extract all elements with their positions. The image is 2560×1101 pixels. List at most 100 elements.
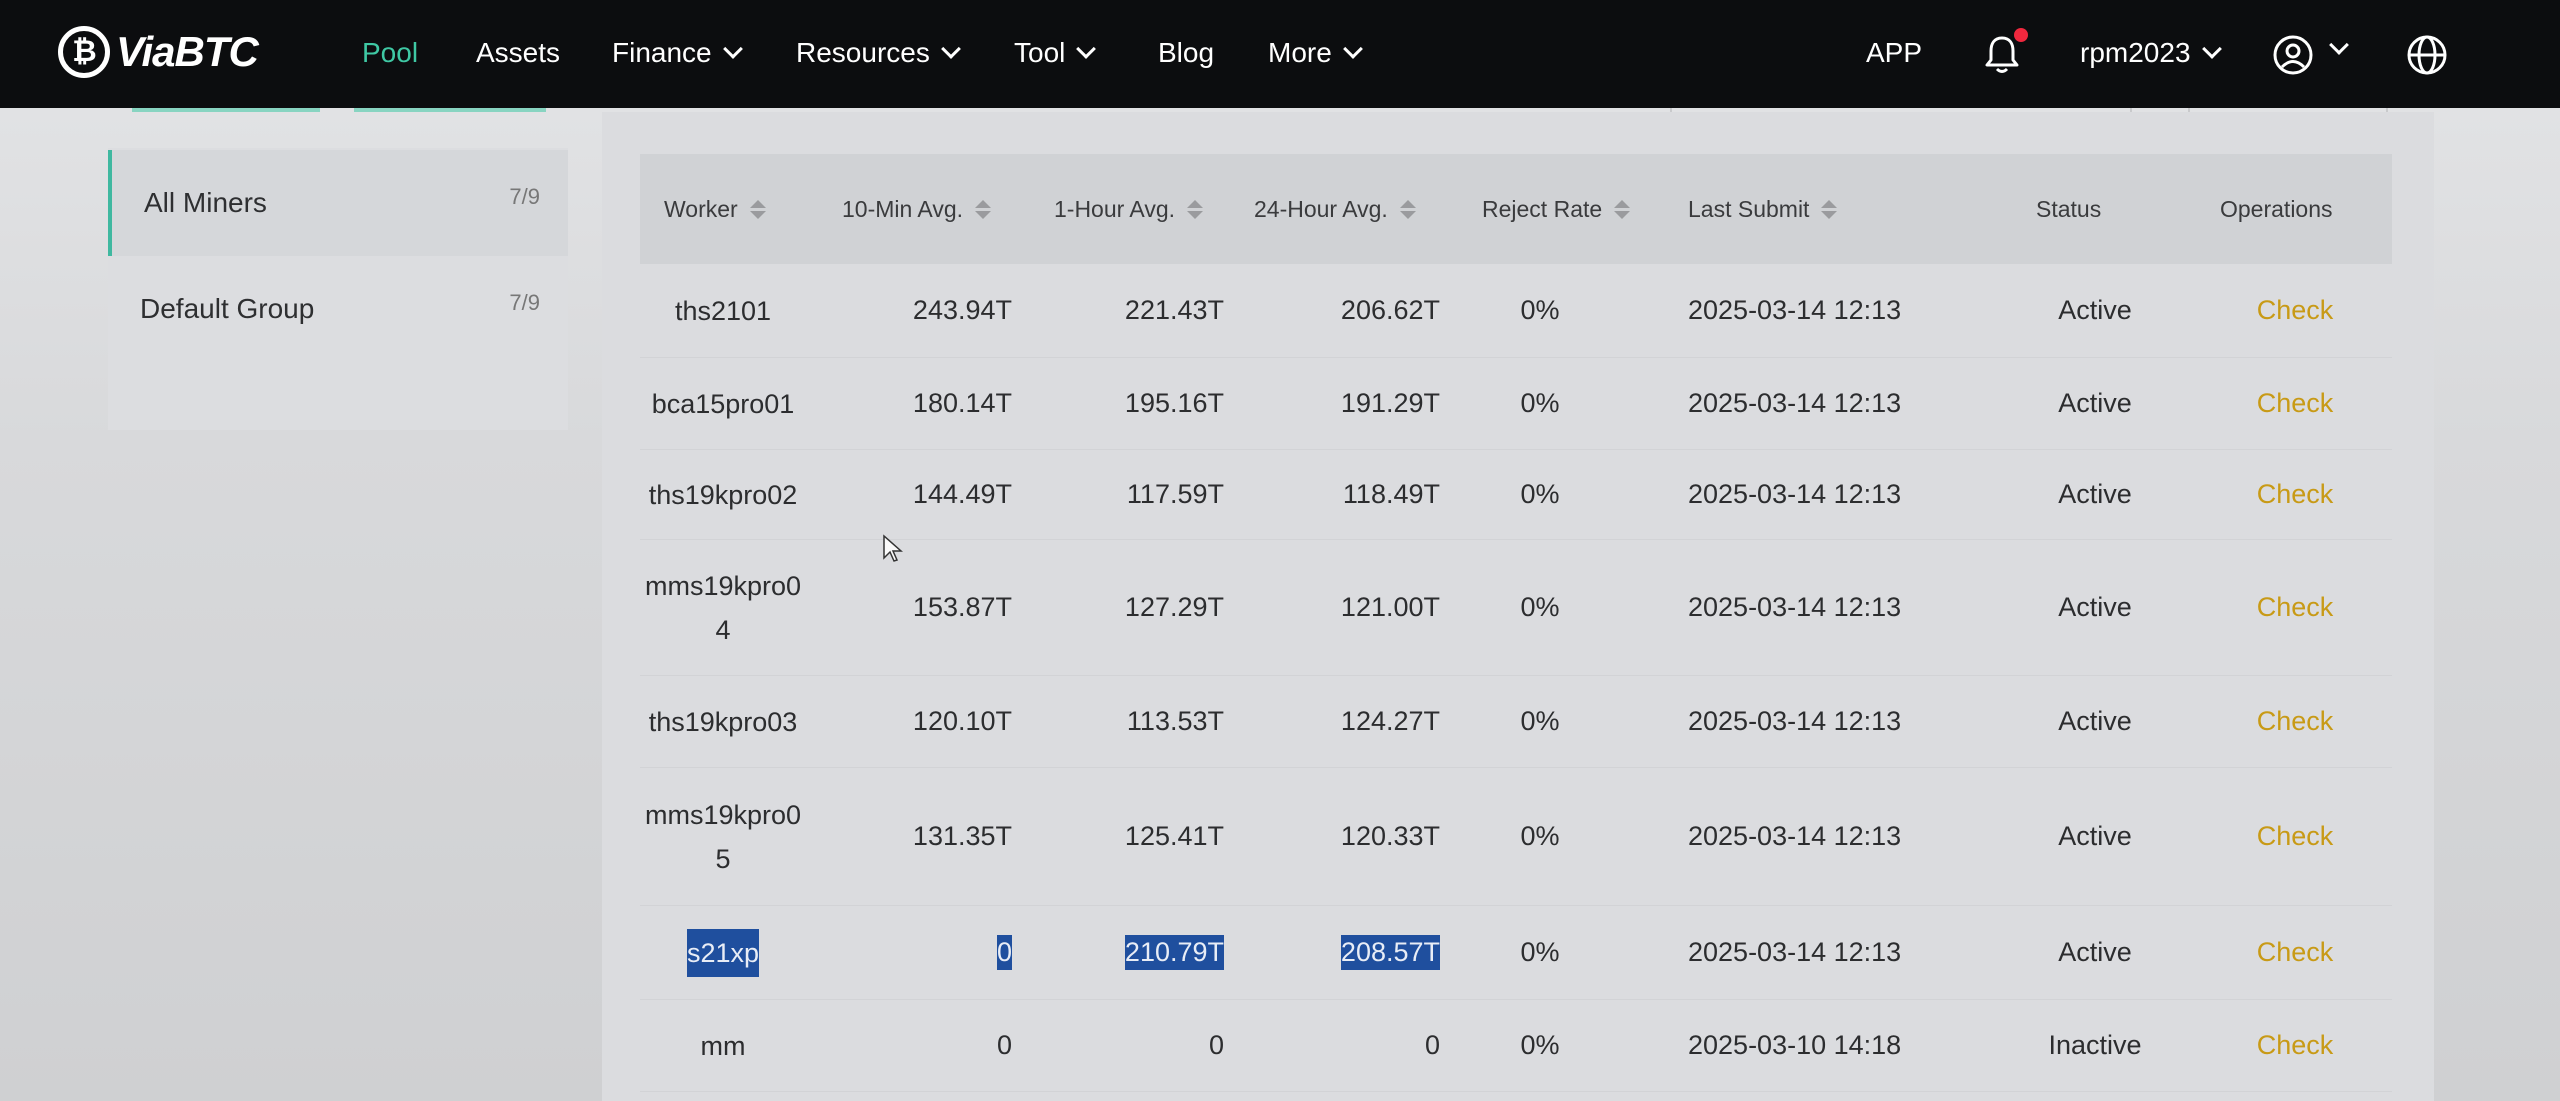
status-value: Active [2058,937,2132,967]
table-row: bca15pro01 180.14T 195.16T 191.29T 0% 2025-03… [640,358,2392,450]
one-hour-avg-cell: 117.59T [1040,450,1224,539]
last-submit-value: 2025-03-14 12:13 [1688,295,1902,325]
table-row: ths19kpro02 144.49T 117.59T 118.49T 0% 2025-0… [640,450,2392,540]
sort-icon [975,199,992,219]
operations-cell: Check [2180,768,2410,905]
ten-min-avg-value: 131.35T [912,821,1012,851]
operations-cell: Check [2180,358,2410,449]
column-label: Worker [664,195,738,222]
table-row: mms19kpro0 4 153.87T 127.29T 121.00T 0% 2025-0… [640,540,2392,676]
viabtc-logo[interactable]: ₿ ViaBTC [58,22,259,82]
nav-tool[interactable]: Tool [1014,30,1097,76]
column-label: Reject Rate [1482,195,1603,222]
one-hour-avg-value: 113.53T [1126,706,1224,736]
column-header-reject-rate[interactable]: Reject Rate [1482,154,1631,264]
column-header-worker[interactable]: Worker [664,154,766,264]
ten-min-avg-value: 243.94T [912,295,1012,325]
status-cell: Active [1970,906,2220,999]
one-hour-avg-value: 125.41T [1124,821,1224,851]
one-hour-avg-value: 221.43T [1124,295,1224,325]
twentyfour-hour-avg-value: 121.00T [1340,592,1440,622]
worker-cell: s21xp [640,906,806,999]
sidebar-item-default-group[interactable]: Default Group 7/9 [108,256,568,362]
status-value: Active [2058,821,2132,851]
reject-rate-cell: 0% [1470,264,1610,357]
status-cell: Active [1970,540,2220,675]
column-header-24hour[interactable]: 24-Hour Avg. [1254,154,1416,264]
check-link[interactable]: Check [2256,295,2334,325]
reject-rate-value: 0% [1520,592,1560,622]
nav-finance[interactable]: Finance [612,30,743,76]
table-row: ths2101 243.94T 221.43T 206.62T 0% 2025-03-14… [640,264,2392,358]
miners-panel [602,112,2434,1101]
nav-pool[interactable]: Pool [362,30,418,76]
reject-rate-cell: 0% [1470,358,1610,449]
ten-min-avg-cell: 180.14T [820,358,1012,449]
chevron-down-icon[interactable] [2329,35,2349,55]
nav-resources[interactable]: Resources [796,30,961,76]
nav-assets[interactable]: Assets [476,30,560,76]
one-hour-avg-value: 195.16T [1124,388,1224,418]
sort-icon [1614,199,1631,219]
status-value: Active [2058,295,2132,325]
app-link[interactable]: APP [1866,30,1922,76]
check-link[interactable]: Check [2256,937,2334,967]
operations-cell: Check [2180,906,2410,999]
last-submit-value: 2025-03-14 12:13 [1688,937,1902,967]
sidebar-item-all-miners[interactable]: All Miners 7/9 [108,150,568,256]
sort-icon [1399,199,1416,219]
nav-blog[interactable]: Blog [1158,30,1214,76]
globe-icon[interactable] [2406,34,2448,76]
one-hour-avg-cell: 221.43T [1040,264,1224,357]
twentyfour-hour-avg-value: 120.33T [1340,821,1440,851]
chevron-down-icon [940,39,961,59]
worker-name-text: bca15pro01 [651,388,795,419]
ten-min-avg-cell: 120.10T [820,676,1012,767]
status-cell: Active [1970,450,2220,539]
table-row: ths19kpro03 120.10T 113.53T 124.27T 0% 2025-0… [640,676,2392,768]
column-header-10min[interactable]: 10-Min Avg. [842,154,992,264]
username-label: rpm2023 [2080,37,2191,68]
ten-min-avg-cell: 153.87T [820,540,1012,675]
reject-rate-cell: 0% [1470,768,1610,905]
worker-name: mms19kpro0 5 [645,793,801,881]
worker-name-wrap: 4 [715,614,731,645]
status-value: Active [2058,479,2132,509]
one-hour-avg-value: 127.29T [1124,592,1224,622]
twentyfour-hour-avg-cell: 118.49T [1250,450,1440,539]
sidebar-item-count: 7/9 [509,184,540,209]
last-submit-value: 2025-03-14 12:13 [1688,706,1902,736]
chevron-down-icon [1342,39,1363,59]
ten-min-avg-value: 0 [996,935,1012,970]
user-icon[interactable] [2272,34,2314,76]
check-link[interactable]: Check [2256,388,2334,418]
check-link[interactable]: Check [2256,706,2334,736]
column-header-1hour[interactable]: 1-Hour Avg. [1054,154,1204,264]
twentyfour-hour-avg-cell: 0 [1250,1000,1440,1091]
nav-blog-label: Blog [1158,37,1215,68]
check-link[interactable]: Check [2256,1030,2334,1060]
twentyfour-hour-avg-cell: 121.00T [1250,540,1440,675]
check-link[interactable]: Check [2256,821,2334,851]
check-link[interactable]: Check [2256,592,2334,622]
column-header-last-submit[interactable]: Last Submit [1688,154,1838,264]
operations-cell: Check [2180,264,2410,357]
reject-rate-value: 0% [1520,937,1560,967]
worker-name-text: mms19kpro0 [644,570,802,601]
check-link[interactable]: Check [2256,479,2334,509]
worker-cell: mms19kpro0 4 [640,540,806,675]
table-row: mm 0 0 0 0% 2025-03-10 14:18 Inactive Check [640,1000,2392,1092]
last-submit-cell: 2025-03-14 12:13 [1688,264,1968,357]
status-value: Active [2058,706,2132,736]
worker-name: s21xp [686,928,760,977]
twentyfour-hour-avg-cell: 120.33T [1250,768,1440,905]
one-hour-avg-cell: 113.53T [1040,676,1224,767]
bell-icon[interactable] [1980,32,2024,76]
sort-icon [1821,199,1838,219]
user-menu[interactable]: rpm2023 [2080,30,2222,76]
twentyfour-hour-avg-cell: 206.62T [1250,264,1440,357]
sidebar-item-label: Default Group [140,293,315,324]
nav-more[interactable]: More [1268,30,1363,76]
ten-min-avg-cell: 0 [820,906,1012,999]
one-hour-avg-cell: 210.79T [1040,906,1224,999]
